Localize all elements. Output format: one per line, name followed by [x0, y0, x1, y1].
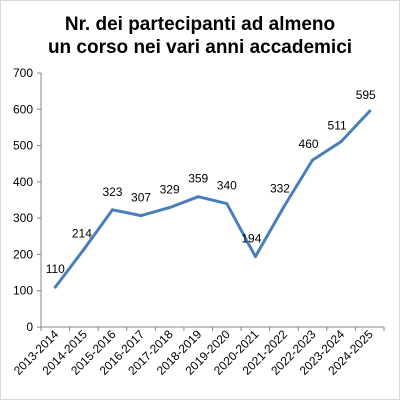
data-point	[110, 208, 114, 212]
data-label: 323	[102, 185, 122, 199]
data-label: 511	[328, 119, 347, 133]
chart-title-line-2: un corso nei vari anni accademici	[47, 37, 353, 58]
data-point	[339, 140, 343, 144]
data-label: 110	[46, 262, 65, 276]
data-label: 359	[188, 172, 208, 186]
y-tick-label: 100	[13, 284, 33, 298]
data-label: 214	[72, 226, 92, 240]
y-tick-label: 300	[13, 211, 33, 225]
series-line	[53, 109, 372, 289]
data-point	[282, 205, 286, 209]
data-label: 595	[356, 88, 376, 102]
data-point	[196, 195, 200, 199]
y-tick-label: 700	[13, 66, 33, 80]
data-label: 329	[160, 183, 180, 197]
y-tick-label: 500	[13, 139, 33, 153]
y-tick-label: 0	[26, 320, 33, 334]
chart-title-line-1: Nr. dei partecipanti ad almeno	[64, 14, 336, 35]
data-point	[53, 285, 57, 289]
data-point	[311, 158, 315, 162]
data-point	[253, 255, 257, 259]
data-label: 340	[217, 179, 237, 193]
data-label: 332	[270, 182, 290, 196]
data-point	[82, 247, 86, 251]
data-label: 307	[131, 191, 151, 205]
y-tick-label: 200	[13, 247, 33, 261]
data-point	[139, 214, 143, 218]
data-point	[368, 109, 372, 113]
y-tick-label: 400	[13, 175, 33, 189]
data-point	[168, 206, 172, 210]
chart-title: Nr. dei partecipanti ad almeno un corso …	[1, 13, 399, 59]
data-label: 194	[241, 232, 261, 246]
data-label: 460	[299, 137, 319, 151]
data-point	[225, 202, 229, 206]
y-tick-label: 600	[13, 102, 33, 116]
